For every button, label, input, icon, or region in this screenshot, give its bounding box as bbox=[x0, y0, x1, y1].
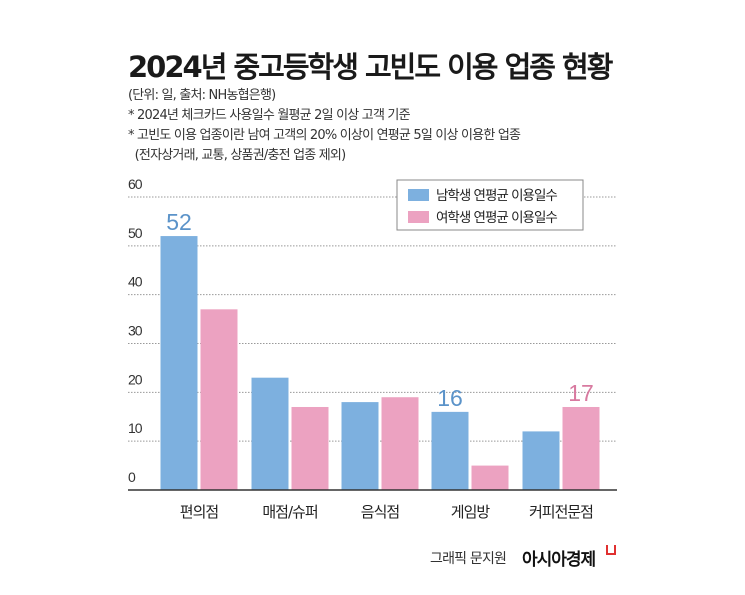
x-category-label: 커피전문점 bbox=[529, 503, 593, 521]
chart-title: 2024년 중고등학생 고빈도 이용 업종 현황 bbox=[128, 50, 613, 84]
legend-label: 남학생 연평균 이용일수 bbox=[436, 188, 557, 204]
exclusion-note: (전자상거래, 교통, 상품권/충전 업종 제외) bbox=[128, 148, 346, 163]
data-label: 17 bbox=[568, 380, 594, 406]
bar-male bbox=[341, 402, 379, 490]
y-tick-label: 0 bbox=[128, 469, 136, 485]
brand-logo: 아시아경제 bbox=[522, 550, 596, 570]
legend-box bbox=[396, 179, 584, 231]
bar-female bbox=[200, 309, 238, 490]
y-tick-label: 60 bbox=[128, 176, 143, 192]
bar-male bbox=[431, 411, 469, 490]
data-label: 52 bbox=[166, 209, 192, 235]
y-tick-label: 30 bbox=[128, 323, 143, 339]
x-category-label: 게임방 bbox=[451, 503, 491, 521]
bar-male bbox=[522, 431, 560, 490]
y-tick-label: 10 bbox=[128, 420, 143, 436]
bar-male bbox=[160, 236, 198, 490]
y-tick-label: 20 bbox=[128, 371, 143, 387]
definition-note: * 고빈도 이용 업종이란 남여 고객의 20% 이상이 연평균 5일 이상 이… bbox=[128, 128, 521, 143]
graphic-credit: 그래픽 문지원 bbox=[430, 551, 507, 567]
bar-female bbox=[471, 465, 509, 490]
bar-female bbox=[381, 397, 419, 490]
bar-female bbox=[562, 406, 600, 490]
x-category-label: 매점/슈퍼 bbox=[262, 503, 317, 521]
data-label: 16 bbox=[437, 385, 463, 411]
unit-source-note: (단위: 일, 출처: NH농협은행) bbox=[128, 88, 276, 103]
legend-swatch-female bbox=[408, 211, 429, 223]
legend-swatch-male bbox=[408, 189, 429, 201]
brand-mark-icon bbox=[606, 545, 616, 555]
criteria-note: * 2024년 체크카드 사용일수 월평균 2일 이상 고객 기준 bbox=[128, 108, 411, 123]
y-tick-label: 50 bbox=[128, 225, 143, 241]
legend-label: 여학생 연평균 이용일수 bbox=[436, 210, 557, 226]
x-category-label: 음식점 bbox=[361, 503, 399, 521]
bar-female bbox=[291, 406, 329, 490]
bar-male bbox=[251, 377, 289, 490]
x-category-label: 편의점 bbox=[180, 503, 218, 521]
y-tick-label: 40 bbox=[128, 274, 143, 290]
